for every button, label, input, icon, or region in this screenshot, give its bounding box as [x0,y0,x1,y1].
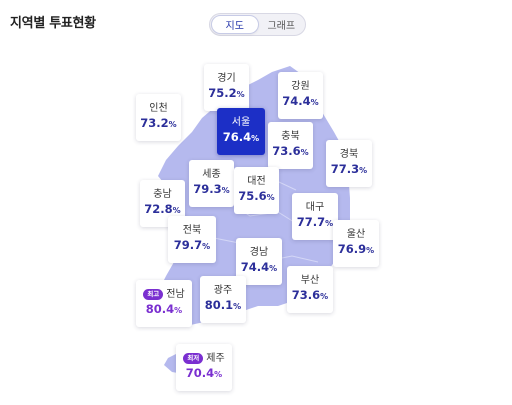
region-gyeongbuk[interactable]: 경북 77.3% [326,140,372,187]
highest-badge: 최고 [143,289,164,300]
region-name: 경북 [339,149,359,160]
region-jeonnam[interactable]: 최고 전남 80.4% [136,280,192,327]
turnout-value: 74.4% [240,260,278,274]
page-title: 지역별 투표현황 [10,16,96,31]
region-name: 전북 [182,225,202,236]
region-gyeonggi[interactable]: 경기 75.2% [204,64,249,111]
turnout-value: 77.7% [296,215,334,229]
region-name: 경기 [217,73,236,84]
turnout-value: 79.7% [173,238,211,252]
region-busan[interactable]: 부산 73.6% [287,266,333,313]
turnout-value: 75.2% [208,86,245,100]
turnout-value: 76.9% [337,242,375,256]
turnout-value: 70.4% [185,366,223,380]
region-daegu[interactable]: 대구 77.7% [292,193,338,240]
region-name: 부산 [300,275,320,286]
lowest-badge: 최저 [183,353,204,364]
region-ulsan[interactable]: 울산 76.9% [333,220,379,267]
region-name: 울산 [346,229,366,240]
region-gangwon[interactable]: 강원 74.4% [278,72,323,119]
turnout-value: 73.6% [272,144,309,158]
region-name: 충북 [281,131,300,142]
turnout-value: 73.2% [140,116,177,130]
region-name: 대구 [305,202,325,213]
region-name: 대전 [247,176,266,187]
turnout-value: 77.3% [330,162,368,176]
region-name: 서울 [231,117,251,128]
region-gwangju[interactable]: 광주 80.1% [200,276,246,323]
region-name: 충남 [153,189,172,200]
region-chungbuk[interactable]: 충북 73.6% [268,122,313,169]
region-jeju[interactable]: 최저 제주 70.4% [176,344,232,391]
turnout-value: 72.8% [144,202,181,216]
region-daejeon[interactable]: 대전 75.6% [234,167,279,214]
region-name: 인천 [149,103,168,114]
region-incheon[interactable]: 인천 73.2% [136,94,181,141]
tab-map[interactable]: 지도 [211,15,259,34]
turnout-value: 75.6% [238,189,275,203]
turnout-value: 74.4% [282,94,319,108]
tab-graph[interactable]: 그래프 [267,21,296,32]
region-jeonbuk[interactable]: 전북 79.7% [168,216,216,263]
turnout-value: 79.3% [193,182,230,196]
region-name: 세종 [202,169,221,180]
region-name: 광주 [213,285,233,296]
turnout-value: 73.6% [291,288,329,302]
turnout-value: 80.1% [204,298,242,312]
region-seoul[interactable]: 서울 76.4% [217,108,265,155]
view-toggle: 지도 그래프 [209,13,306,36]
turnout-value: 80.4% [145,302,183,316]
region-name: 강원 [291,81,310,92]
turnout-value: 76.4% [222,130,260,144]
region-name: 최저 제주 [183,352,225,365]
region-name: 경남 [249,247,269,258]
region-name: 최고 전남 [143,288,185,301]
region-sejong[interactable]: 세종 79.3% [189,160,234,207]
